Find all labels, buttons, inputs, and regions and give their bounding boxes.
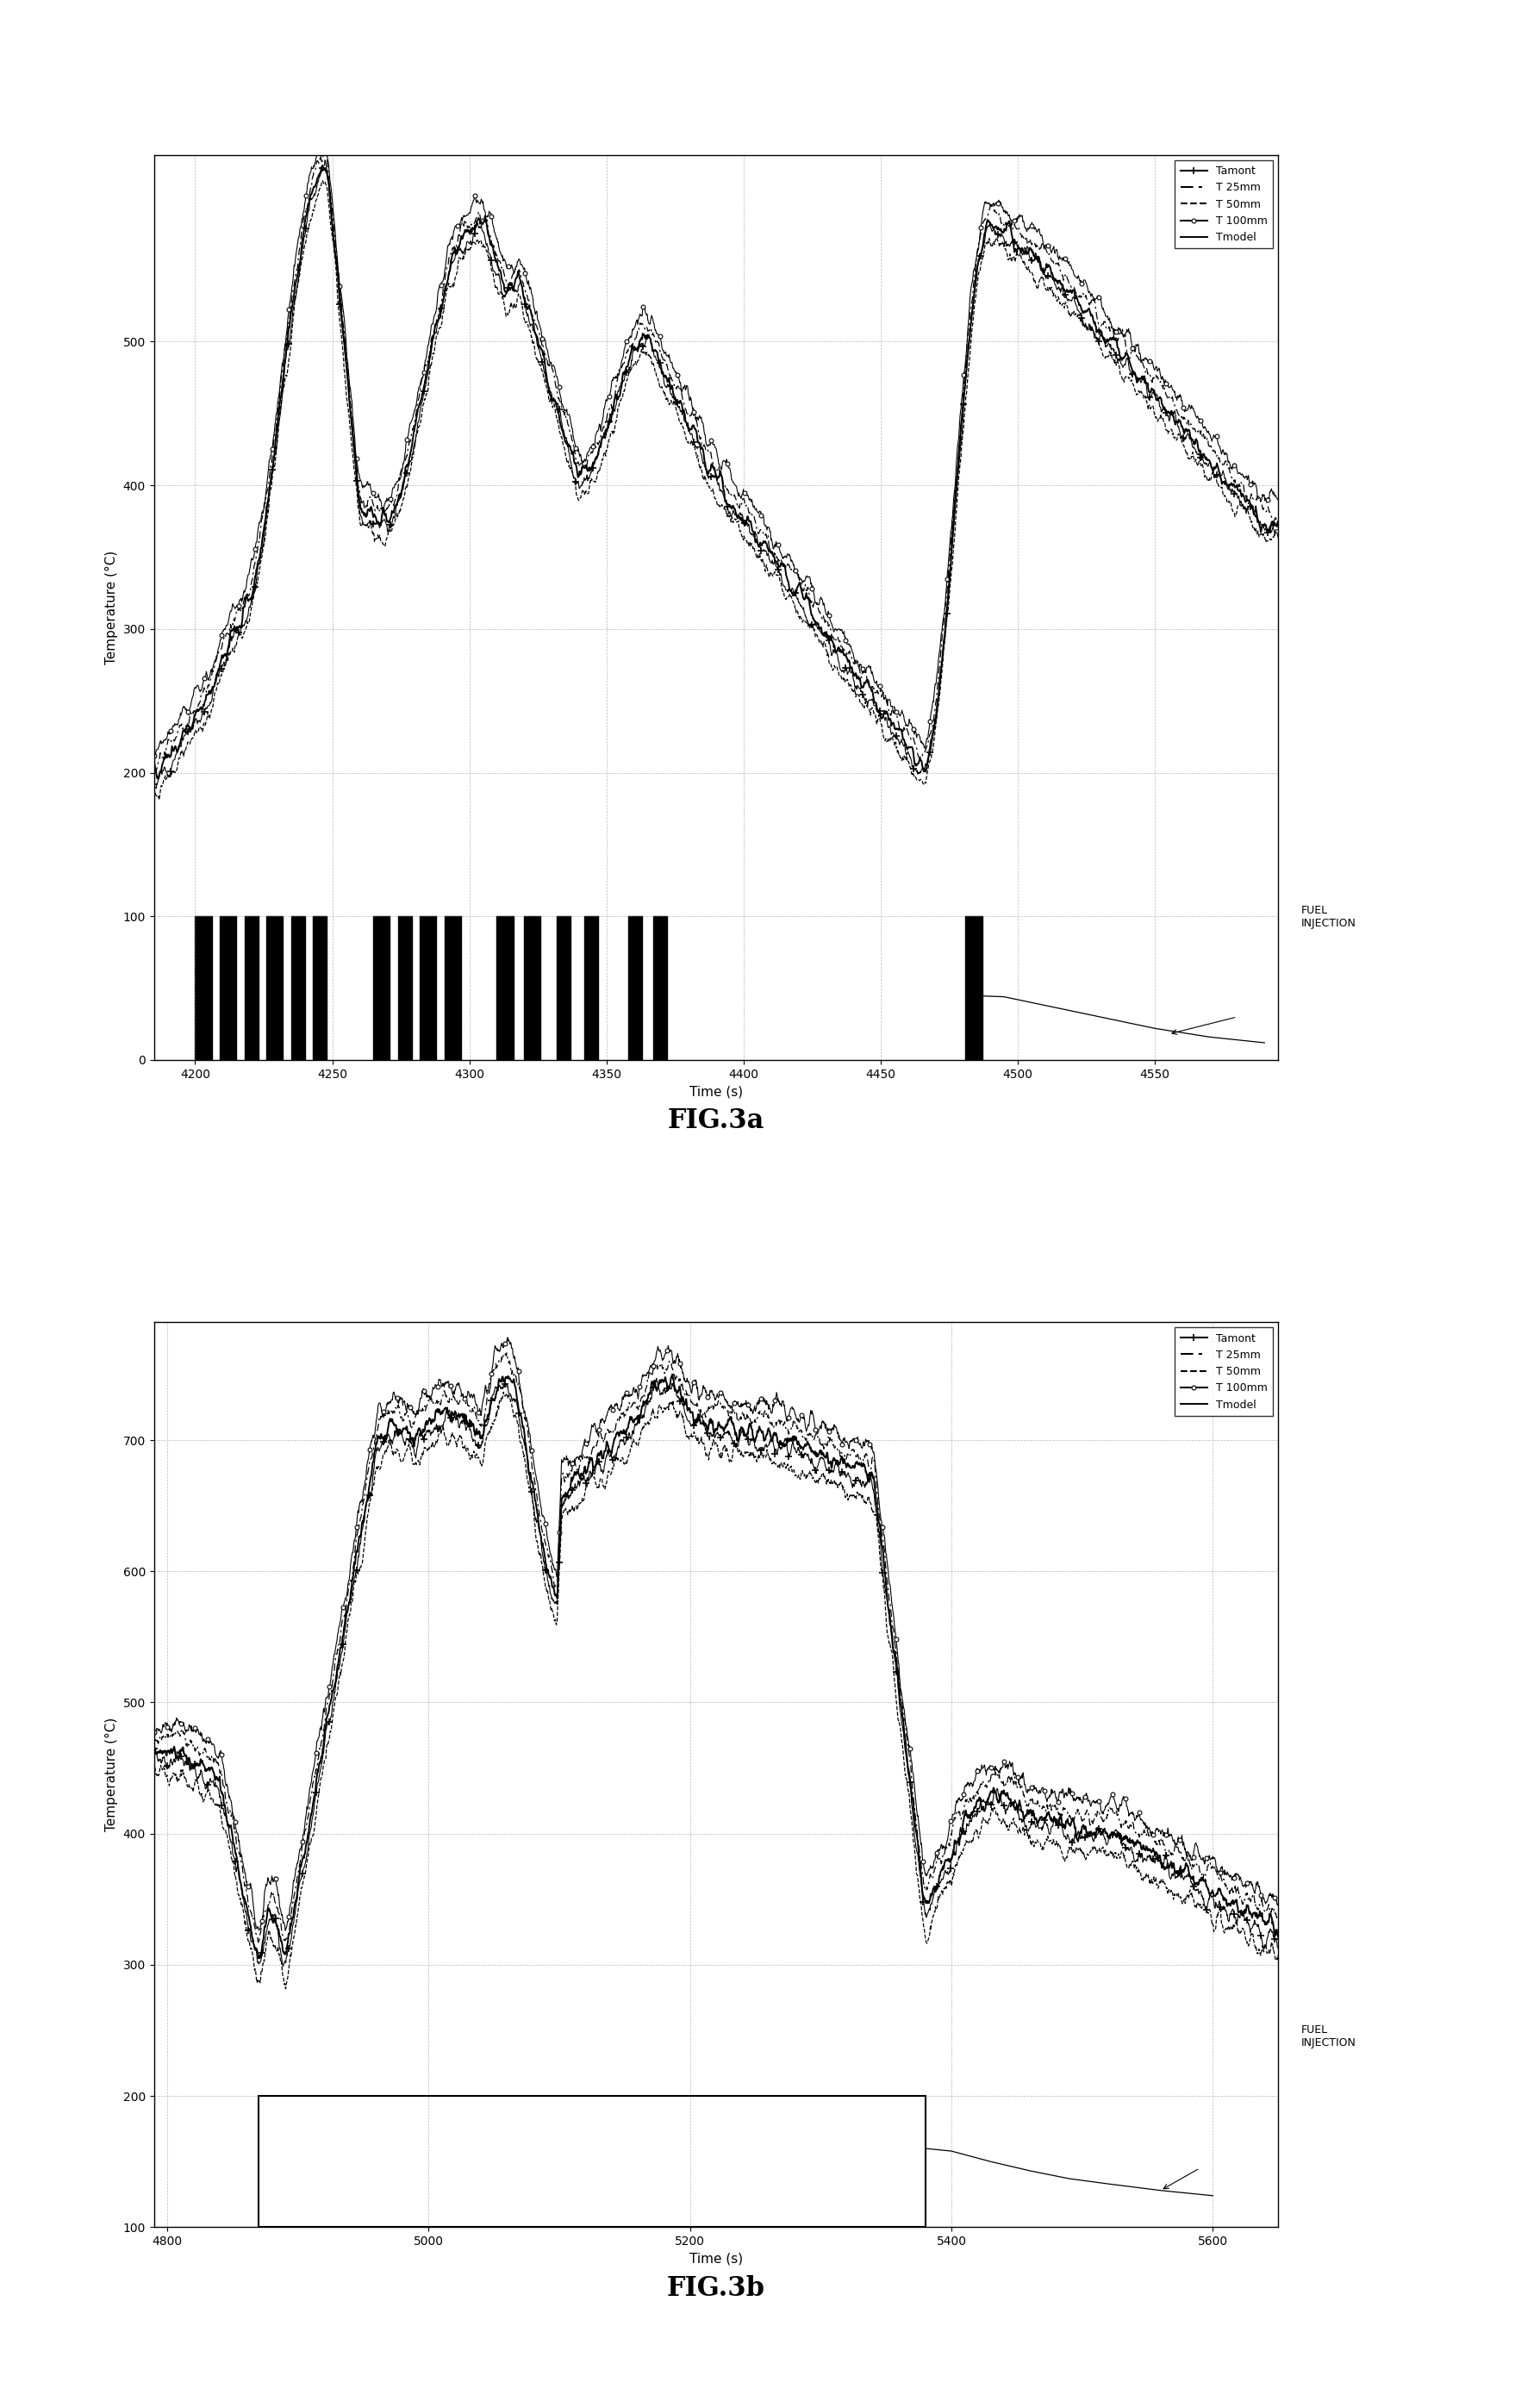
Text: FIG.3b: FIG.3b [667, 2275, 765, 2301]
Legend: Tamont, T 25mm, T 50mm, T 100mm, Tmodel: Tamont, T 25mm, T 50mm, T 100mm, Tmodel [1175, 1327, 1274, 1415]
Text: FUEL
INJECTION: FUEL INJECTION [1301, 2025, 1357, 2049]
X-axis label: Time (s): Time (s) [690, 2253, 742, 2265]
Text: FIG.3a: FIG.3a [668, 1108, 764, 1134]
Text: FUEL
INJECTION: FUEL INJECTION [1301, 905, 1357, 929]
Y-axis label: Temperature (°C): Temperature (°C) [105, 550, 119, 665]
Bar [259, 2096, 926, 2227]
X-axis label: Time (s): Time (s) [690, 1086, 742, 1098]
Legend: Tamont, T 25mm, T 50mm, T 100mm, Tmodel: Tamont, T 25mm, T 50mm, T 100mm, Tmodel [1175, 160, 1274, 248]
Y-axis label: Temperature (°C): Temperature (°C) [105, 1717, 119, 1832]
